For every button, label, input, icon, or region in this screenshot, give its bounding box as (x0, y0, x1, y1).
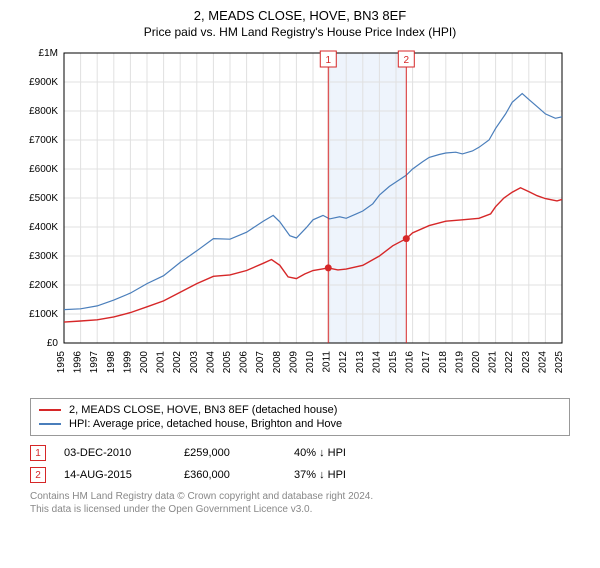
legend-swatch (39, 423, 61, 425)
svg-text:2005: 2005 (222, 351, 233, 374)
svg-text:1995: 1995 (56, 351, 67, 374)
svg-text:£300K: £300K (29, 251, 58, 262)
svg-text:2022: 2022 (504, 351, 515, 374)
svg-text:2009: 2009 (288, 351, 299, 374)
svg-text:2014: 2014 (371, 351, 382, 374)
svg-text:1998: 1998 (106, 351, 117, 374)
svg-text:£500K: £500K (29, 193, 58, 204)
svg-text:2004: 2004 (205, 351, 216, 374)
svg-text:2012: 2012 (338, 351, 349, 374)
legend: 2, MEADS CLOSE, HOVE, BN3 8EF (detached … (30, 398, 570, 436)
svg-text:2017: 2017 (421, 351, 432, 374)
svg-text:2007: 2007 (255, 351, 266, 374)
svg-text:2010: 2010 (305, 351, 316, 374)
svg-text:1996: 1996 (73, 351, 84, 374)
svg-text:£100K: £100K (29, 309, 58, 320)
footer-line: Contains HM Land Registry data © Crown c… (30, 490, 570, 503)
svg-text:2002: 2002 (172, 351, 183, 374)
svg-text:2008: 2008 (272, 351, 283, 374)
svg-text:2013: 2013 (355, 351, 366, 374)
sale-pct: 37% ↓ HPI (294, 469, 414, 481)
chart-area: £0 £100K £200K £300K £400K £500K £600K £700K £80… (10, 45, 600, 390)
svg-text:£1M: £1M (39, 48, 58, 59)
svg-text:2015: 2015 (388, 351, 399, 374)
svg-text:£0: £0 (47, 338, 59, 349)
svg-text:2011: 2011 (322, 351, 333, 373)
sale-date: 03-DEC-2010 (64, 447, 184, 459)
svg-text:£200K: £200K (29, 280, 58, 291)
svg-text:2006: 2006 (239, 351, 250, 374)
svg-text:2019: 2019 (454, 351, 465, 374)
sale-marker-badge: 2 (30, 467, 46, 483)
svg-text:2024: 2024 (537, 351, 548, 374)
svg-text:2003: 2003 (189, 351, 200, 374)
svg-text:2016: 2016 (405, 351, 416, 374)
svg-text:2: 2 (404, 55, 410, 66)
legend-label: 2, MEADS CLOSE, HOVE, BN3 8EF (detached … (69, 404, 337, 416)
svg-text:2023: 2023 (521, 351, 532, 374)
sale-pct: 40% ↓ HPI (294, 447, 414, 459)
svg-text:£700K: £700K (29, 135, 58, 146)
svg-text:£900K: £900K (29, 77, 58, 88)
svg-text:1999: 1999 (122, 351, 133, 374)
table-row: 1 03-DEC-2010 £259,000 40% ↓ HPI (30, 442, 570, 464)
footer-text: Contains HM Land Registry data © Crown c… (30, 490, 570, 516)
sale-marker-badge: 1 (30, 445, 46, 461)
legend-label: HPI: Average price, detached house, Brig… (69, 418, 342, 430)
svg-text:2018: 2018 (438, 351, 449, 374)
svg-text:1: 1 (325, 55, 331, 66)
footer-line: This data is licensed under the Open Gov… (30, 503, 570, 516)
svg-text:2000: 2000 (139, 351, 150, 374)
line-chart: £0 £100K £200K £300K £400K £500K £600K £700K £80… (10, 45, 570, 385)
sale-date: 14-AUG-2015 (64, 469, 184, 481)
svg-text:2021: 2021 (488, 351, 499, 374)
svg-text:£800K: £800K (29, 106, 58, 117)
sales-table: 1 03-DEC-2010 £259,000 40% ↓ HPI 2 14-AU… (30, 442, 570, 486)
legend-swatch (39, 409, 61, 411)
chart-title: 2, MEADS CLOSE, HOVE, BN3 8EF (0, 8, 600, 23)
svg-text:2001: 2001 (156, 351, 167, 374)
legend-item: 2, MEADS CLOSE, HOVE, BN3 8EF (detached … (39, 403, 561, 417)
legend-item: HPI: Average price, detached house, Brig… (39, 417, 561, 431)
svg-text:£400K: £400K (29, 222, 58, 233)
svg-text:2025: 2025 (554, 351, 565, 374)
svg-text:1997: 1997 (89, 351, 100, 374)
svg-text:2020: 2020 (471, 351, 482, 374)
table-row: 2 14-AUG-2015 £360,000 37% ↓ HPI (30, 464, 570, 486)
svg-text:£600K: £600K (29, 164, 58, 175)
sale-price: £259,000 (184, 447, 294, 459)
chart-subtitle: Price paid vs. HM Land Registry's House … (0, 25, 600, 39)
sale-price: £360,000 (184, 469, 294, 481)
